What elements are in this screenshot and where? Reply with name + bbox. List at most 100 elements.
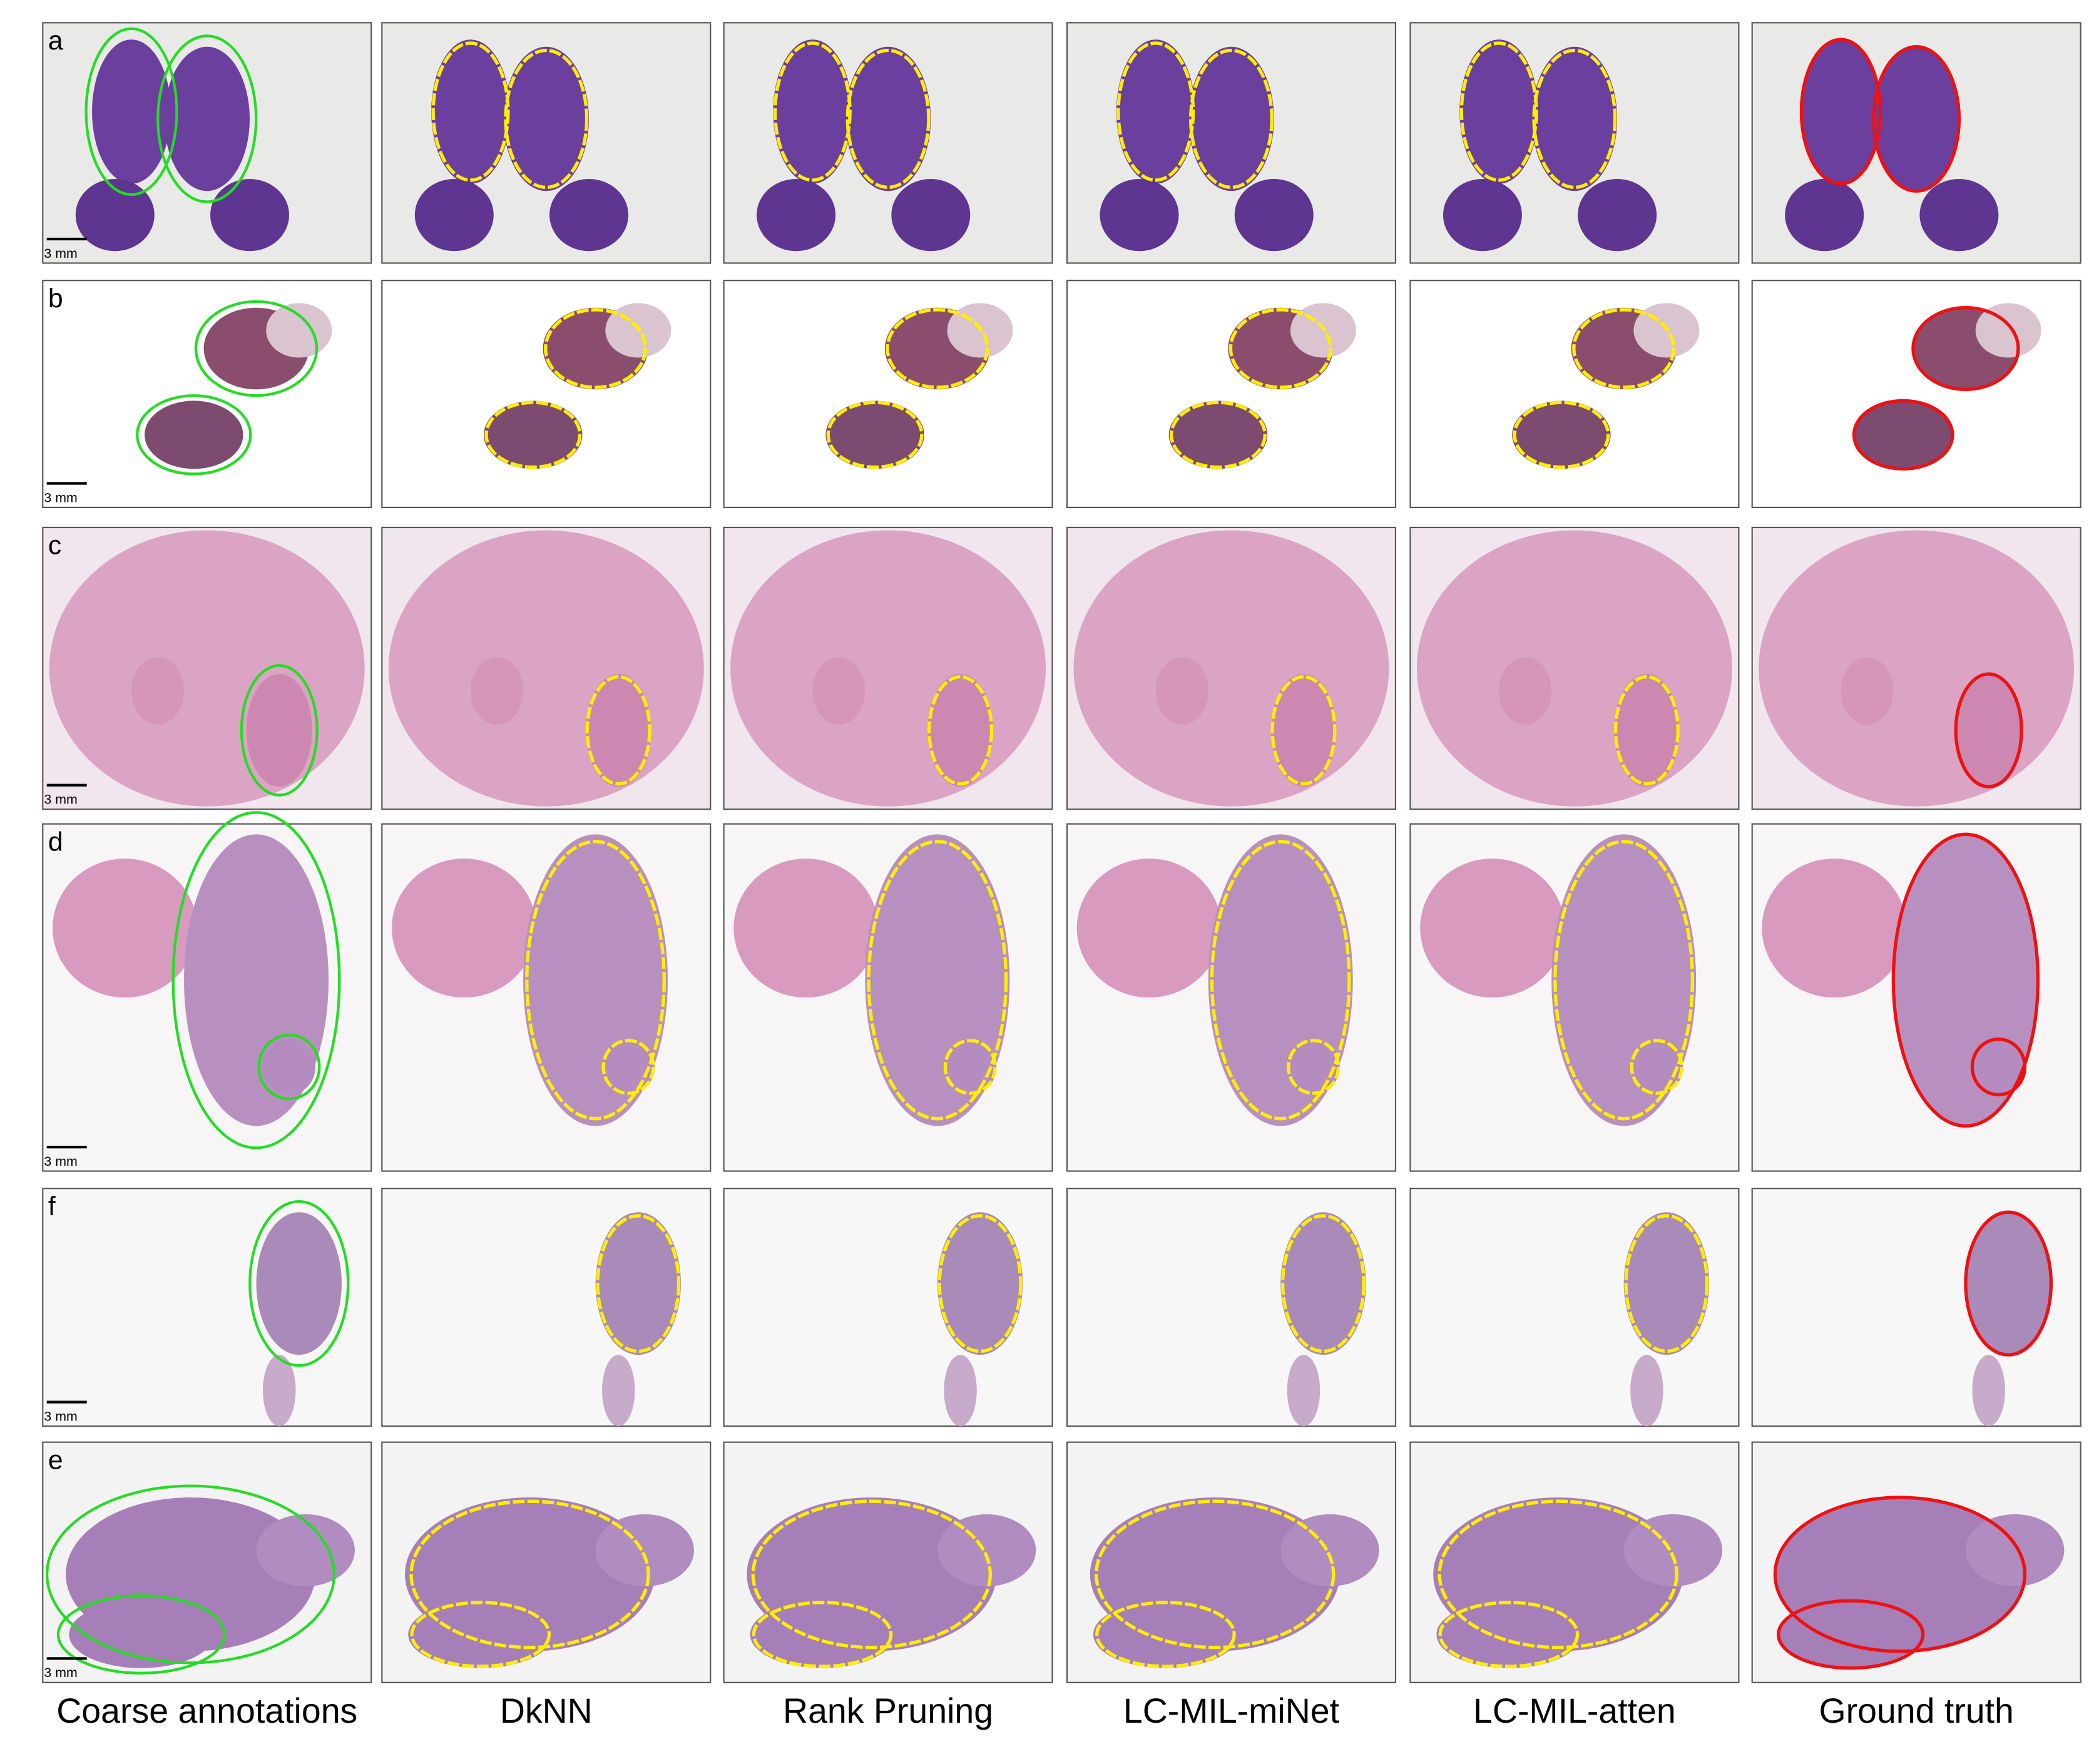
tissue [1280,1514,1379,1587]
scale-label: 3 mm [44,1665,77,1680]
tissue [1531,46,1618,191]
tissue [602,1355,635,1427]
tissue [812,657,866,725]
tissue [262,1355,296,1427]
row-label: e [48,1445,63,1475]
annotation-outline [1438,1499,1678,1649]
tissue [1919,178,1999,252]
panel [42,1441,372,1683]
annotation-outline [937,1214,1023,1354]
column-label: DkNN [500,1691,593,1730]
tissue [1436,1601,1581,1668]
tissue [1100,178,1179,252]
tissue [1785,178,1864,252]
panel [1066,280,1397,509]
tissue [49,530,365,807]
panel [1409,22,1740,264]
annotation-outline [1872,45,1961,193]
annotation-outline [84,27,178,196]
tissue [1972,1355,2005,1427]
annotation-outline [927,675,994,786]
annotation-outline [596,1214,681,1354]
panel [723,823,1053,1172]
tissue [750,1601,895,1668]
annotation-outline [1852,399,1954,471]
panel [42,811,372,1172]
tissue [414,178,494,252]
panel [723,1441,1053,1683]
panel [723,22,1053,264]
tissue [1280,1212,1366,1355]
annotation-outline [1270,675,1337,786]
tissue [1623,1212,1710,1355]
panel [381,22,712,264]
panel [42,1188,372,1427]
tissue [262,1039,315,1095]
row-label: b [48,283,63,314]
tissue [1459,39,1539,184]
annotation-outline [45,1484,336,1665]
tissue [53,859,198,998]
annotation-outline [826,400,924,469]
annotation-outline [751,1499,992,1649]
tissue [1975,303,2041,358]
panel [381,1441,712,1683]
tissue [408,1601,553,1668]
tissue [1623,1514,1723,1587]
panel [381,526,712,810]
annotation-outline [1095,1601,1236,1668]
tissue [1270,674,1337,787]
tissue [1420,859,1565,998]
annotation-outline [240,664,319,797]
tissue [825,400,924,469]
tissue [1155,657,1208,725]
annotation-outline [544,308,647,389]
tissue [92,39,171,184]
tissue [1578,178,1657,252]
tissue [1841,657,1894,725]
tissue [937,1514,1036,1587]
annotation-outline [1532,48,1617,190]
annotation-outline [431,41,510,182]
panel [1409,526,1740,810]
row-label: d [48,827,63,857]
annotation-outline [1773,1496,2027,1653]
annotation-outline [1624,1214,1709,1354]
annotation-outline [1095,1499,1336,1649]
scale-label: 3 mm [44,1409,77,1424]
tissue [937,1212,1023,1355]
tissue [246,674,312,787]
scale-label: 3 mm [44,246,77,261]
tissue [1762,859,1907,998]
scale-label: 3 mm [44,1154,77,1169]
tissue [891,178,971,252]
annotation-outline [1287,1039,1341,1095]
annotation-outline [601,1039,655,1095]
annotation-outline [410,1601,551,1668]
row-label: a [48,26,63,56]
row-label: f [48,1191,56,1221]
panel [1751,823,2081,1172]
tissue [549,178,629,252]
panel [1409,823,1740,1172]
tissue [471,657,524,725]
tissue [210,178,289,252]
annotation-outline [1630,1039,1683,1095]
tissue [1443,178,1522,252]
panel [1066,823,1397,1172]
panel [1066,526,1397,810]
tissue [730,530,1046,807]
annotation-outline [1513,400,1610,469]
annotation-outline [248,1200,350,1367]
annotation-outline [845,48,931,190]
annotation-outline [1116,41,1195,182]
annotation-outline [56,1594,226,1675]
tissue [845,46,931,191]
column-label: LC-MIL-miNet [1123,1691,1339,1730]
annotation-outline [867,840,1008,1121]
tissue [733,859,879,998]
panel [1751,1441,2081,1683]
panel [723,1188,1053,1427]
